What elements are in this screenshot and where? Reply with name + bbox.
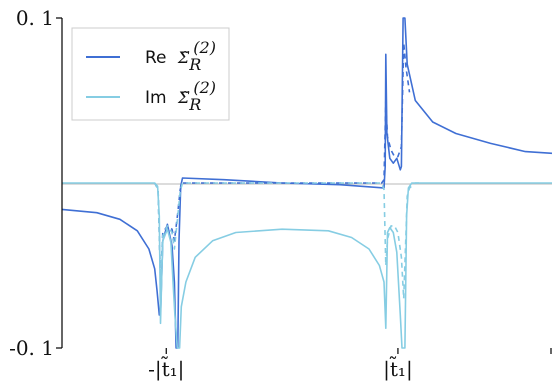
tick-layer: 0. 1 -0. 1 -|t̃₁| |t̃₁|	[9, 6, 552, 382]
y-tick-label-0: 0. 1	[16, 6, 54, 30]
x-tick-label-0: -|t̃₁|	[148, 355, 184, 382]
series-line-2	[62, 182, 552, 349]
legend: Re Σ̃R(2) Im Σ̃R(2)	[71, 27, 230, 121]
y-tick-label-1: -0. 1	[9, 336, 54, 360]
legend-frame	[71, 27, 230, 121]
x-tick-label-1: |t̃₁|	[383, 355, 413, 382]
series-line-3	[153, 182, 422, 300]
legend-label-im: Im Σ̃R(2)	[145, 78, 216, 114]
legend-label-re: Re Σ̃R(2)	[145, 38, 216, 74]
series-line-1	[153, 42, 411, 283]
series-layer	[61, 17, 552, 349]
